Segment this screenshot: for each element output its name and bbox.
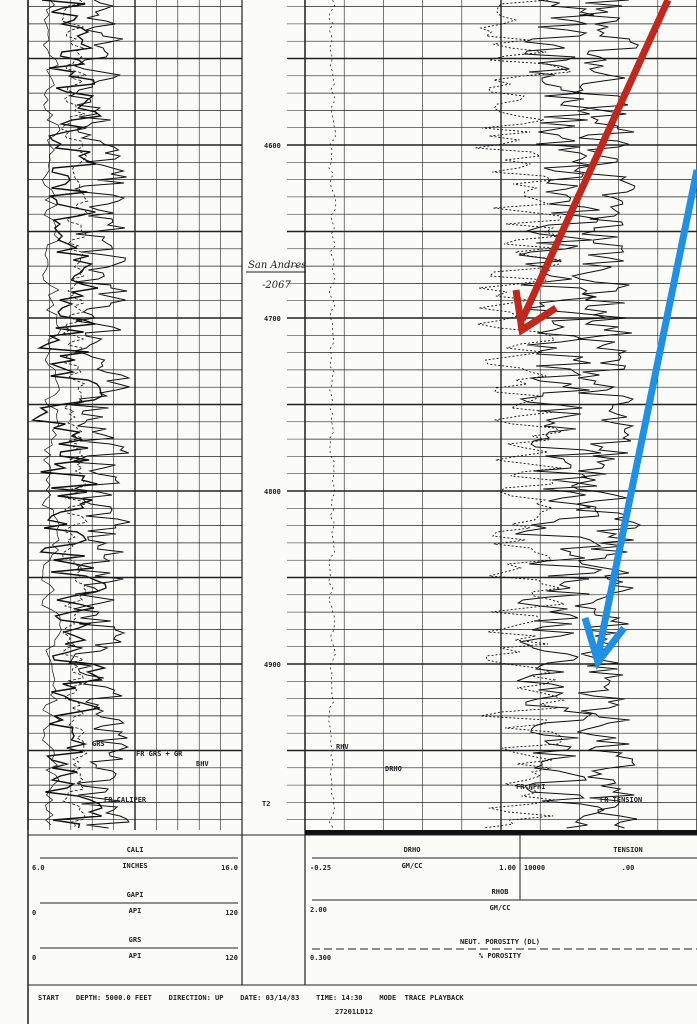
- scale-left: 6.0: [32, 864, 45, 872]
- scale-left: 0.300: [310, 954, 331, 962]
- unit: GM/CC: [489, 904, 510, 912]
- scale-right: 16.0: [221, 864, 238, 872]
- curve-name: RHOB: [492, 888, 509, 896]
- curve-name: CALI: [127, 846, 144, 854]
- annotation: -2067: [262, 280, 291, 291]
- red-arrow-head: [512, 289, 558, 336]
- footer-line: START DEPTH: 5000.0 FEET DIRECTION: UP D…: [38, 994, 464, 1002]
- curve-name: TENSION: [613, 846, 643, 854]
- log-curve: [475, 0, 571, 829]
- log-curve: [570, 0, 641, 829]
- curve-label: FR NPHI: [516, 783, 546, 791]
- curve-label: BHV: [196, 760, 209, 768]
- depth-label: 4800: [264, 488, 281, 496]
- curve-label: DRHO: [385, 765, 402, 773]
- unit: INCHES: [122, 862, 147, 870]
- header: CALI INCHES 6.0 16.0 GAPI API 0 120 GRS API 0 120 DR…: [32, 846, 697, 962]
- depth-marker: T2: [262, 800, 270, 808]
- log-curve: [61, 0, 89, 829]
- curve-label: FR CALIPER: [104, 796, 147, 804]
- curve-name: GAPI: [127, 891, 144, 899]
- depth-label: 4700: [264, 315, 281, 323]
- scale-left: -0.25: [310, 864, 331, 872]
- depth-label: 4600: [264, 142, 281, 150]
- curve-label: FR TENSION: [600, 796, 642, 804]
- depth-label: 4900: [264, 661, 281, 669]
- scale-left: 2.00: [310, 906, 327, 914]
- unit: % POROSITY: [479, 952, 522, 960]
- curves: [30, 0, 641, 829]
- blue-arrow-head: [581, 617, 627, 670]
- log-curve: [515, 0, 606, 829]
- curve-label: FR GRS + GR: [136, 750, 183, 758]
- curve-label: RHV: [336, 743, 349, 751]
- log-curve: [328, 0, 337, 829]
- unit: GM/CC: [401, 862, 422, 870]
- log-curve: [68, 0, 131, 829]
- header-rule: [305, 830, 697, 835]
- unit: API: [129, 907, 142, 915]
- curve-name: DRHO: [404, 846, 421, 854]
- unit: .00: [622, 864, 635, 872]
- curve-name: GRS: [129, 936, 142, 944]
- log-curve: [41, 0, 62, 826]
- blue-arrow: [594, 169, 697, 656]
- scale-left: 0: [32, 954, 36, 962]
- grid: [27, 0, 697, 830]
- footer-id: 27201LD12: [335, 1008, 373, 1016]
- scale-left: 0: [32, 909, 36, 917]
- unit: API: [129, 952, 142, 960]
- curve-name: NEUT. POROSITY (DL): [460, 938, 540, 946]
- red-arrow: [518, 0, 672, 322]
- scale-right: 1.00: [499, 864, 516, 872]
- scale-right: 120: [225, 954, 238, 962]
- scale-left: 10000: [524, 864, 545, 872]
- scale-right: 120: [225, 909, 238, 917]
- annotation: San Andres: [248, 260, 306, 271]
- curve-label: GRS: [92, 740, 105, 748]
